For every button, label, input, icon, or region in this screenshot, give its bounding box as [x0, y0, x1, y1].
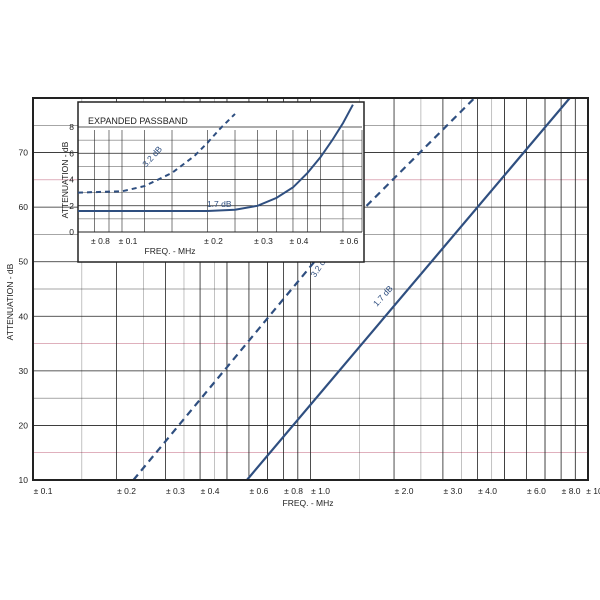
inset-x-tick-label: ± 0.8	[91, 236, 110, 246]
inset-x-axis-label: FREQ. - MHz	[145, 246, 196, 256]
x-tick-label: ± 0.4	[201, 486, 220, 496]
y-tick-label: 50	[19, 257, 29, 267]
inset-y-tick-label: 0	[69, 227, 74, 237]
inset-y-tick-label: 4	[69, 175, 74, 185]
x-tick-label: ± 0.1	[34, 486, 53, 496]
main-tick-labels: ± 0.1 ± 0.2 ± 0.3 ± 0.4 ± 0.6 ± 0.8 ± 1.0 ± 2.0…	[19, 148, 600, 496]
y-tick-label: 10	[19, 475, 29, 485]
expanded-passband-inset: ± 0.8 ± 0.1 ± 0.2 ± 0.3 ± 0.4 ± 0.6 0 2 4 6 8 EXPA…	[60, 101, 365, 263]
inset-title: EXPANDED PASSBAND	[88, 116, 188, 126]
x-tick-label: ± 0.2	[117, 486, 136, 496]
inset-x-tick-label: ± 0.2	[204, 236, 223, 246]
inset-y-tick-label: 2	[69, 201, 74, 211]
y-tick-label: 40	[19, 311, 29, 321]
inset-x-tick-label: ± 0.6	[340, 236, 359, 246]
x-tick-label: ± 3.0	[443, 486, 462, 496]
inset-x-tick-label: ± 0.3	[254, 236, 273, 246]
y-tick-label: 60	[19, 202, 29, 212]
inset-tick-labels: ± 0.8 ± 0.1 ± 0.2 ± 0.3 ± 0.4 ± 0.6 0 2 4 6 8	[69, 122, 358, 246]
inset-y-tick-label: 8	[69, 122, 74, 132]
y-tick-label: 70	[19, 148, 29, 158]
inset-x-tick-label: ± 0.1	[119, 236, 138, 246]
x-tick-label: ± 1.0	[311, 486, 330, 496]
x-tick-label: ± 10.0	[586, 486, 600, 496]
x-tick-label: ± 6.0	[527, 486, 546, 496]
inset-series-line-1-7-db	[78, 104, 354, 212]
inset-series-label-1-7-db: 1.7 dB	[207, 199, 232, 209]
main-plot-border	[32, 97, 589, 481]
x-tick-label: ± 8.0	[562, 486, 581, 496]
inset-series-line-3-2-db	[78, 113, 236, 194]
series-label-1-7-db: 1.7 dB	[371, 283, 395, 308]
main-y-axis-label: ATTENUATION - dB	[5, 263, 15, 340]
x-tick-label: ± 4.0	[478, 486, 497, 496]
x-tick-label: ± 0.6	[250, 486, 269, 496]
inset-x-tick-label: ± 0.4	[290, 236, 309, 246]
inset-series	[78, 104, 354, 212]
x-tick-label: ± 0.3	[166, 486, 185, 496]
main-x-axis-label: FREQ. - MHz	[283, 498, 334, 508]
main-frame	[32, 97, 589, 481]
inset-y-axis-label: ATTENUATION - dB	[60, 141, 70, 218]
x-tick-label: ± 2.0	[395, 486, 414, 496]
inset-y-tick-label: 6	[69, 148, 74, 158]
y-tick-label: 30	[19, 366, 29, 376]
x-tick-label: ± 0.8	[284, 486, 303, 496]
series-line-3-2-db	[132, 97, 476, 481]
y-tick-label: 20	[19, 420, 29, 430]
inset-grid	[78, 126, 363, 233]
series-line-1-7-db	[246, 97, 571, 481]
